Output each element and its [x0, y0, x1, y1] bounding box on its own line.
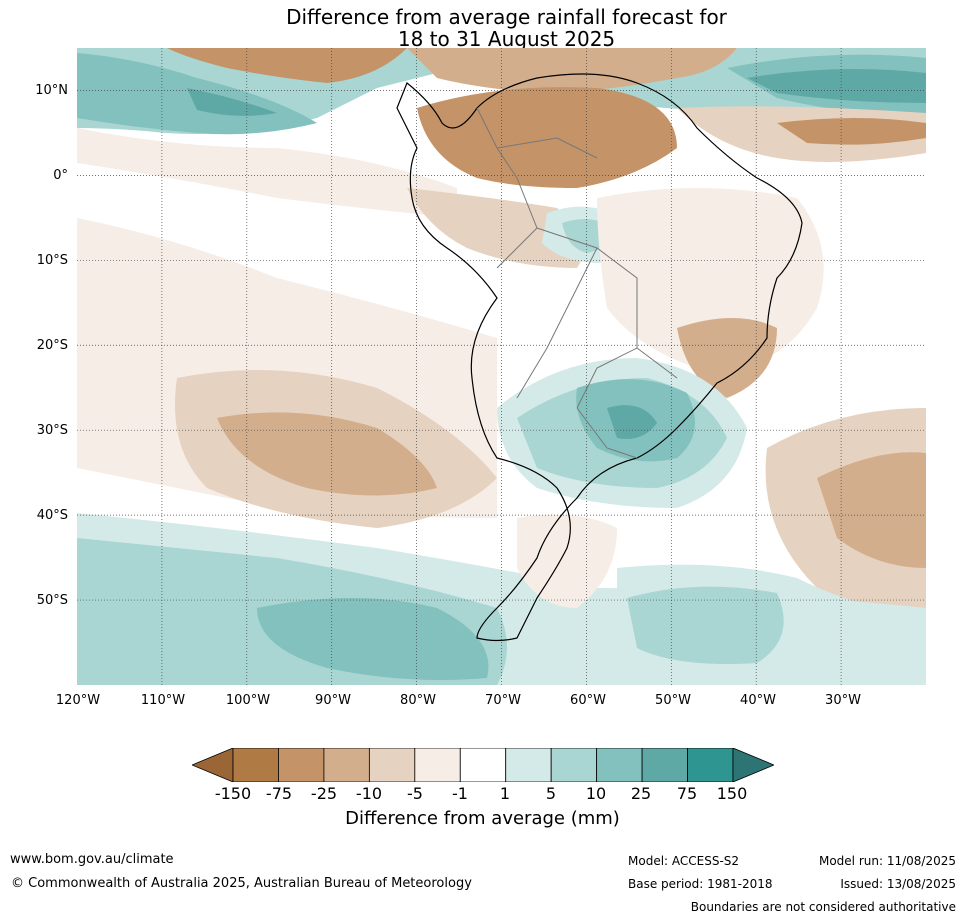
lon-label: 80°W	[400, 693, 436, 708]
lon-label: 120°W	[55, 693, 101, 708]
map-graticule	[77, 48, 926, 685]
colorbar-swatch	[232, 747, 279, 783]
colorbar-label: Difference from average (mm)	[345, 808, 620, 829]
colorbar-extend-high	[732, 747, 776, 783]
colorbar-tick: 150	[716, 784, 748, 803]
contour-south-wet-core	[257, 598, 489, 681]
colorbar-swatch	[641, 747, 688, 783]
boundaries-note: Boundaries are not considered authoritat…	[690, 900, 956, 914]
map-canvas	[77, 48, 926, 685]
colorbar-swatch	[550, 747, 598, 783]
colorbar-graphic	[190, 747, 776, 783]
contour-north-dry-band-left	[167, 48, 407, 83]
copyright-text: © Commonwealth of Australia 2025, Austra…	[11, 876, 472, 891]
lon-label: 30°W	[825, 693, 861, 708]
colorbar-extend-low	[190, 747, 234, 783]
lat-label: 40°S	[36, 508, 68, 523]
lon-label: 40°W	[740, 693, 776, 708]
colorbar-swatch	[596, 747, 643, 783]
contour-patagonia-light-dry	[517, 514, 617, 608]
contour-nsa-dry-surround	[407, 188, 584, 268]
colorbar-tick: 75	[676, 784, 698, 803]
colorbar	[190, 747, 776, 783]
colorbar-swatch	[687, 747, 734, 783]
lat-label: 50°S	[36, 593, 68, 608]
colorbar-tick: -25	[310, 784, 338, 803]
lon-label: 70°W	[485, 693, 521, 708]
country-borders	[476, 107, 678, 459]
colorbar-tick: -1	[452, 784, 468, 803]
colorbar-tick: 1	[499, 784, 511, 803]
colorbar-swatch	[368, 747, 416, 783]
colorbar-tick: 5	[545, 784, 557, 803]
colorbar-tick: -150	[214, 784, 252, 803]
contour-south-atl-wet-mid	[627, 586, 784, 664]
contour-north-wet-right-core	[747, 69, 926, 103]
contour-pacific-light-dry	[77, 128, 457, 218]
issued-text: Issued: 13/08/2025	[840, 877, 956, 891]
contour-east-brazil-dry	[677, 318, 777, 398]
model-text: Model: ACCESS-S2	[628, 854, 740, 868]
contour-satl-dry-core	[817, 452, 926, 568]
colorbar-swatches	[190, 747, 776, 783]
colorbar-tick: 25	[630, 784, 652, 803]
colorbar-tick: -5	[407, 784, 423, 803]
colorbar-swatch	[459, 747, 507, 783]
colorbar-tick: 10	[585, 784, 607, 803]
model-run-text: Model run: 11/08/2025	[818, 854, 956, 868]
lat-label: 0°	[53, 168, 68, 183]
contour-spac-dry-core	[217, 412, 437, 496]
website-link[interactable]: www.bom.gov.au/climate	[10, 852, 174, 867]
map-title-line-2: 18 to 31 August 2025	[397, 27, 616, 51]
colorbar-tick: -10	[355, 784, 383, 803]
contour-north-dry-right-core	[777, 118, 926, 145]
lat-label: 10°N	[35, 83, 68, 98]
contour-nsa-dry	[417, 87, 677, 188]
rainfall-anomaly-map	[77, 48, 926, 685]
lon-label: 90°W	[315, 693, 351, 708]
colorbar-swatch	[505, 747, 552, 783]
contour-north-dry-band-center	[407, 48, 737, 93]
lon-label: 100°W	[225, 693, 271, 708]
base-period-text: Base period: 1981-2018	[628, 877, 773, 891]
lat-label: 10°S	[36, 253, 68, 268]
colorbar-swatch	[323, 747, 370, 783]
lat-label: 20°S	[36, 338, 68, 353]
coastline	[396, 73, 803, 642]
lon-label: 60°W	[570, 693, 606, 708]
colorbar-swatch	[414, 747, 461, 783]
colorbar-swatch	[278, 747, 325, 783]
lon-label: 110°W	[140, 693, 186, 708]
map-title-line-1: Difference from average rainfall forecas…	[286, 5, 727, 29]
colorbar-tick: -75	[265, 784, 293, 803]
contour-north-wet-core	[187, 88, 277, 116]
lat-label: 30°S	[36, 423, 68, 438]
lon-label: 50°W	[655, 693, 691, 708]
